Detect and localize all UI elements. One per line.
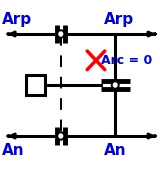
Text: Arp: Arp <box>104 12 134 27</box>
Bar <box>26 75 45 95</box>
Text: Arc = 0: Arc = 0 <box>101 54 152 67</box>
Text: An: An <box>104 143 127 158</box>
Text: Arp: Arp <box>2 12 32 27</box>
Text: An: An <box>2 143 24 158</box>
Circle shape <box>57 30 64 38</box>
Circle shape <box>57 132 64 140</box>
Circle shape <box>112 81 119 89</box>
